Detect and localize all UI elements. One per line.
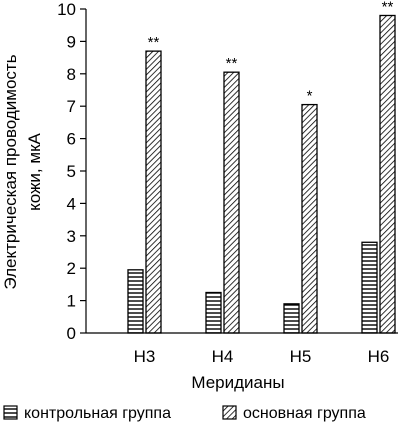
bar-control xyxy=(283,303,300,334)
legend: контрольная группа основная группа xyxy=(3,405,366,422)
significance-marker: ** xyxy=(382,0,394,15)
x-tick-label: Н6 xyxy=(368,347,390,366)
significance-marker: ** xyxy=(148,34,160,51)
bars xyxy=(127,14,396,334)
y-axis-label: Электрическая проводимость кожи, мкА xyxy=(1,54,44,289)
y-tick-label: 7 xyxy=(67,97,76,116)
bar-main xyxy=(301,103,318,334)
bar-control xyxy=(127,269,144,334)
y-tick-label: 4 xyxy=(67,194,76,213)
significance-marker: ** xyxy=(226,55,238,72)
legend-swatch xyxy=(222,405,237,420)
x-tick-label: Н5 xyxy=(290,347,312,366)
y-tick-label: 9 xyxy=(67,32,76,51)
y-axis-label-line: кожи, мкА xyxy=(25,133,44,211)
significance-markers: ******* xyxy=(148,0,394,105)
y-tick-label: 3 xyxy=(67,227,76,246)
y-tick-label: 2 xyxy=(67,259,76,278)
legend-label: контрольная группа xyxy=(24,405,171,422)
bar-control xyxy=(361,241,378,334)
significance-marker: * xyxy=(307,88,313,105)
bar-main xyxy=(223,71,240,334)
bar-main xyxy=(379,14,396,334)
x-axis: Н3 Н4 Н5 Н6 xyxy=(86,332,398,366)
x-tick-label: Н3 xyxy=(134,347,156,366)
legend-label: основная группа xyxy=(243,405,366,422)
y-tick-label: 8 xyxy=(67,65,76,84)
y-axis-label-line: Электрическая проводимость xyxy=(1,54,20,289)
x-axis-label: Меридианы xyxy=(191,373,284,392)
y-tick-label: 6 xyxy=(67,130,76,149)
bar-main xyxy=(145,50,162,334)
y-tick-label: 5 xyxy=(67,162,76,181)
bar-control xyxy=(205,291,222,334)
y-tick-label: 1 xyxy=(67,292,76,311)
y-tick-label: 10 xyxy=(57,0,76,19)
y-tick-label: 0 xyxy=(67,324,76,343)
y-axis: 0 1 2 3 4 5 6 7 8 9 10 xyxy=(57,0,87,343)
legend-swatch xyxy=(3,405,18,420)
x-tick-label: Н4 xyxy=(212,347,234,366)
